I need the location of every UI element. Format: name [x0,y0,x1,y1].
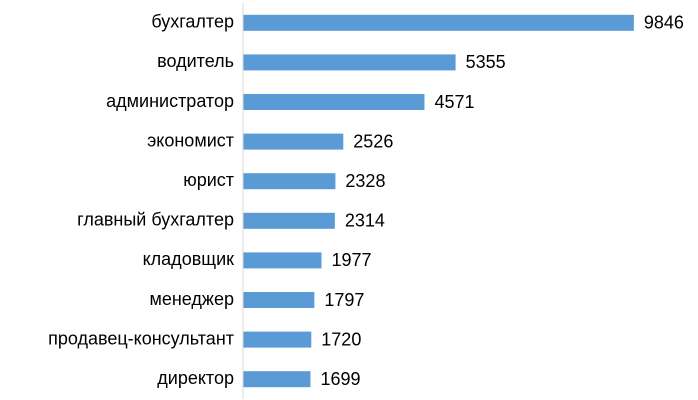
bar [243,292,315,308]
bar [243,14,634,31]
value-label: 5355 [466,52,506,72]
bar [243,94,425,110]
value-label: 1699 [320,369,360,389]
y-tick-label: юрист [183,170,234,190]
bar [243,331,312,348]
bar [243,252,322,269]
bar [243,212,335,229]
y-tick-label: менеджер [149,289,234,309]
y-tick-label: кладовщик [143,249,235,269]
y-tick-label: водитель [157,51,234,71]
value-label: 2314 [345,211,385,231]
value-label: 1977 [331,250,371,270]
value-label: 1797 [324,290,364,310]
y-tick-label: экономист [147,130,234,150]
value-label: 4571 [434,92,474,112]
y-tick-label: главный бухгалтер [77,210,234,230]
y-tick-label: директор [157,368,234,388]
y-tick-label: бухгалтер [151,12,234,32]
bar [243,54,456,71]
value-label: 1720 [321,329,361,349]
bar [243,173,336,190]
bar [243,371,311,388]
value-label: 2526 [353,131,393,151]
bar [243,133,344,150]
value-label: 2328 [345,171,385,191]
y-tick-label: администратор [106,91,234,111]
value-label: 9846 [644,13,684,33]
y-tick-label: продавец-консультант [48,328,234,348]
